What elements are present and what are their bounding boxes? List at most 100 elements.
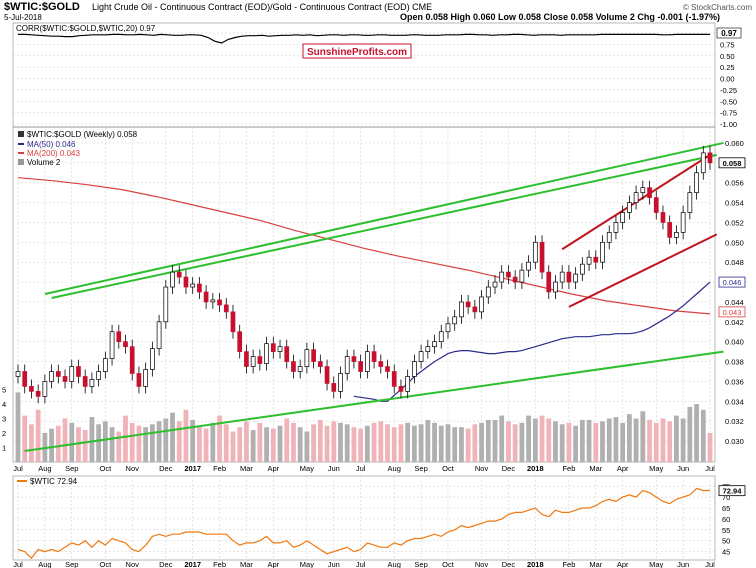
volume-bar xyxy=(136,425,142,462)
wtic-badge-label: 72.94 xyxy=(723,487,743,496)
price-badge-label: 0.058 xyxy=(723,159,742,168)
wtic-tick-label: 70 xyxy=(722,493,730,502)
candle-body xyxy=(485,286,491,298)
volume-bar xyxy=(559,424,565,462)
candle-body xyxy=(398,386,404,392)
volume-bar xyxy=(55,425,61,462)
x-axis-label: Mar xyxy=(589,464,602,473)
candle-body xyxy=(499,271,505,283)
candle-body xyxy=(351,356,357,362)
price-panel: 0.060 0.056 0.054 0.052 0.050 0.048 0.044 0.042… xyxy=(2,126,746,473)
x-axis-label: Jul xyxy=(356,464,366,473)
volume-bar xyxy=(250,430,256,462)
volume-tick-label: 2 xyxy=(2,429,6,438)
corr-tick-label: 0.75 xyxy=(720,40,735,49)
candle-body xyxy=(217,299,222,306)
price-tick-label: 0.056 xyxy=(725,179,744,188)
volume-bar xyxy=(244,421,249,462)
candle-body xyxy=(438,331,444,343)
candle-body xyxy=(553,281,558,293)
corr-series-line xyxy=(18,33,710,44)
volume-bar xyxy=(385,424,390,462)
volume-bar xyxy=(264,427,269,462)
volume-bar xyxy=(647,419,652,462)
x-axis-label: Jun xyxy=(328,464,340,473)
volume-bar xyxy=(96,424,102,462)
candle-body xyxy=(129,346,135,374)
volume-bar xyxy=(190,419,196,462)
corr-tick-label: -0.50 xyxy=(720,97,737,106)
candle-body xyxy=(55,371,61,377)
ma200-line xyxy=(17,177,711,315)
candle-body xyxy=(593,256,599,263)
candle-body xyxy=(197,283,202,293)
volume-bar xyxy=(69,422,75,462)
wtic-x-axis-label: Jul xyxy=(356,560,366,568)
candle-body xyxy=(418,351,424,362)
volume-bar xyxy=(613,417,619,462)
candle-body xyxy=(183,276,189,288)
volume-bar xyxy=(49,428,54,462)
candle-body xyxy=(479,296,484,313)
candle-body xyxy=(62,376,68,382)
candle-body xyxy=(539,241,545,273)
volume-bar xyxy=(82,430,88,462)
x-axis-label: Sep xyxy=(414,464,427,473)
candle-body xyxy=(559,271,565,283)
candle-body xyxy=(223,304,229,313)
x-axis-label: Mar xyxy=(240,464,253,473)
volume-bar xyxy=(674,415,679,462)
candle-body xyxy=(660,212,666,223)
candle-body xyxy=(317,361,323,367)
correlation-panel: CORR($WTIC:$GOLD,$WTIC,20) 0.97 0.97 0.75… xyxy=(12,22,742,129)
volume-bar xyxy=(492,419,498,462)
x-axis-label: Apr xyxy=(617,464,629,473)
candle-body xyxy=(633,192,639,203)
x-axis-label: Aug xyxy=(38,464,51,473)
candle-body xyxy=(250,356,256,367)
candle-body xyxy=(694,172,699,193)
volume-bar xyxy=(687,406,693,462)
volume-bar xyxy=(660,418,666,462)
candle-body xyxy=(653,197,659,213)
wtic-x-axis-label: Mar xyxy=(589,560,602,568)
volume-bar xyxy=(432,422,437,462)
volume-tick-label: 1 xyxy=(2,444,6,453)
volume-bar xyxy=(223,424,229,462)
wtic-x-axis-label: May xyxy=(300,560,314,568)
volume-bar xyxy=(398,424,404,462)
candle-body xyxy=(284,346,290,362)
wtic-x-axis-label: Oct xyxy=(442,560,455,568)
wtic-x-axis-label: Mar xyxy=(240,560,253,568)
x-axis-label: Dec xyxy=(502,464,516,473)
wtic-series-line xyxy=(17,487,710,560)
price-badge-ma50 xyxy=(718,276,746,288)
wtic-x-axis-label: Feb xyxy=(562,560,575,568)
wtic-tick-label: 55 xyxy=(722,526,730,535)
legend-swatch-volume xyxy=(18,159,24,165)
candle-body xyxy=(102,358,108,372)
candle-body xyxy=(546,271,552,293)
candle-body xyxy=(277,346,283,352)
wtic-x-axis-label: Nov xyxy=(475,560,489,568)
candle-body xyxy=(143,369,148,387)
volume-bar xyxy=(15,392,21,462)
candle-body xyxy=(391,371,397,387)
volume-bar xyxy=(197,427,202,462)
x-axis-label: Jul xyxy=(705,464,715,473)
volume-tick-label: 5 xyxy=(2,386,6,395)
wtic-x-axis-label: Apr xyxy=(267,560,279,568)
volume-bar xyxy=(411,425,417,462)
volume-bar xyxy=(149,424,155,462)
wtic-tick-label: 50 xyxy=(722,537,730,546)
candle-body xyxy=(687,192,693,213)
volume-bar xyxy=(317,419,323,462)
price-tick-label: 0.030 xyxy=(725,437,744,446)
candle-body xyxy=(580,263,585,275)
corr-tick-label: -1.00 xyxy=(720,120,737,129)
x-axis-label: Dec xyxy=(159,464,173,473)
price-badge-label: 0.046 xyxy=(723,278,742,287)
candle-body xyxy=(452,316,458,325)
wtic-value-badge xyxy=(718,485,746,497)
candle-body xyxy=(620,212,626,223)
